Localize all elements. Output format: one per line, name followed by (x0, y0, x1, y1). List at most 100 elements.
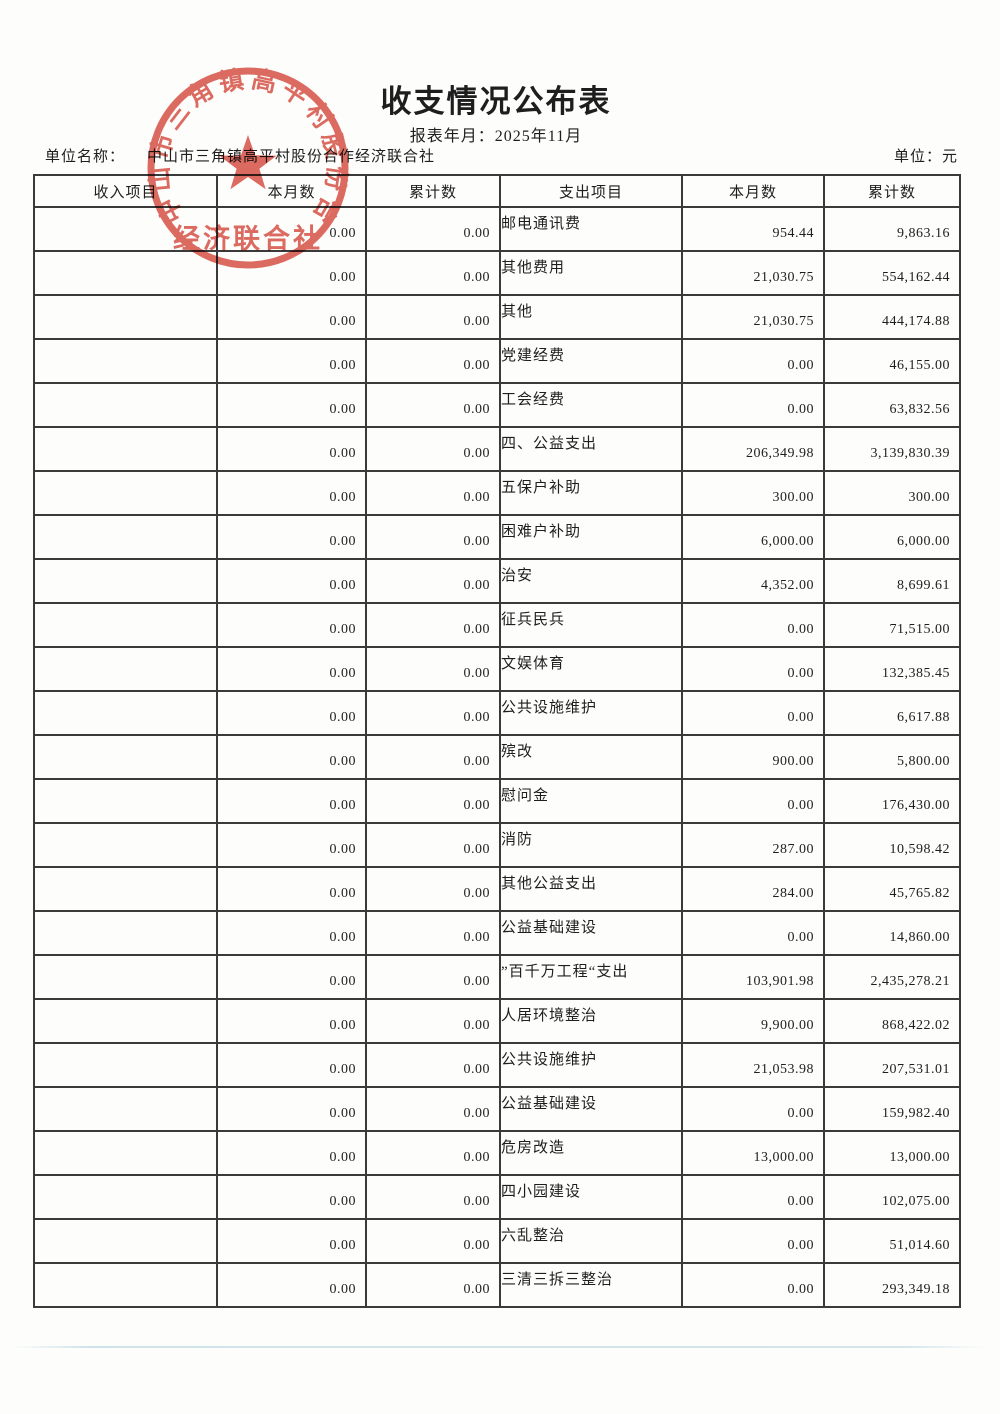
income-item-cell (33, 1130, 218, 1176)
income-month-cell: 0.00 (216, 382, 367, 428)
expense-item-cell: 困难户补助 (499, 514, 683, 560)
expense-month-cell: 21,053.98 (681, 1042, 825, 1088)
income-item-cell (33, 690, 218, 736)
income-item-cell (33, 602, 218, 648)
income-month-cell: 0.00 (216, 338, 367, 384)
expense-item-cell: 党建经费 (499, 338, 683, 384)
expense-month-cell: 0.00 (681, 1086, 825, 1132)
income-item-cell (33, 426, 218, 472)
page-title: 收支情况公布表 (380, 84, 612, 119)
expense-total-cell: 3,139,830.39 (823, 426, 961, 472)
expense-item-cell: 其他 (499, 294, 683, 340)
expense-item-cell: 其他费用 (499, 250, 683, 296)
expense-total-cell: 51,014.60 (823, 1218, 961, 1264)
income-month-cell: 0.00 (216, 470, 367, 516)
income-total-cell: 0.00 (365, 690, 501, 736)
income-month-cell: 0.00 (216, 778, 367, 824)
table-row: 0.00 0.00 文娱体育 0.00 132,385.45 (33, 646, 961, 692)
expense-total-cell: 63,832.56 (823, 382, 961, 428)
income-month-cell: 0.00 (216, 602, 367, 648)
income-item-cell (33, 910, 218, 956)
income-item-cell (33, 646, 218, 692)
expense-total-cell: 71,515.00 (823, 602, 961, 648)
currency-unit-value: 元 (941, 149, 958, 165)
expense-item-cell: 文娱体育 (499, 646, 683, 692)
column-header-income-month: 本月数 (216, 174, 367, 208)
table-row: 0.00 0.00 消防 287.00 10,598.42 (33, 822, 961, 868)
income-total-cell: 0.00 (365, 822, 501, 868)
income-item-cell (33, 250, 218, 296)
income-item-cell (33, 558, 218, 604)
income-total-cell: 0.00 (365, 1086, 501, 1132)
table-row: 0.00 0.00 其他费用 21,030.75 554,162.44 (33, 250, 961, 296)
currency-unit-label: 单位： (893, 149, 942, 165)
expense-item-cell: 公共设施维护 (499, 1042, 683, 1088)
expense-month-cell: 954.44 (681, 206, 825, 252)
expense-item-cell: 人居环境整治 (499, 998, 683, 1044)
expense-total-cell: 10,598.42 (823, 822, 961, 868)
expense-item-cell: 工会经费 (499, 382, 683, 428)
expense-item-cell: ”百千万工程“支出 (499, 954, 683, 1000)
income-item-cell (33, 1174, 218, 1220)
income-total-cell: 0.00 (365, 1262, 501, 1308)
expense-item-cell: 治安 (499, 558, 683, 604)
income-total-cell: 0.00 (365, 1218, 501, 1264)
income-month-cell: 0.00 (216, 514, 367, 560)
table-row: 0.00 0.00 征兵民兵 0.00 71,515.00 (33, 602, 961, 648)
table-row: 0.00 0.00 公共设施维护 0.00 6,617.88 (33, 690, 961, 736)
income-total-cell: 0.00 (365, 338, 501, 384)
table-row: 0.00 0.00 三清三拆三整治 0.00 293,349.18 (33, 1262, 961, 1308)
expense-item-cell: 危房改造 (499, 1130, 683, 1176)
income-total-cell: 0.00 (365, 558, 501, 604)
income-month-cell: 0.00 (216, 910, 367, 956)
income-item-cell (33, 338, 218, 384)
income-total-cell: 0.00 (365, 646, 501, 692)
income-expense-table: 收入项目 本月数 累计数 支出项目 本月数 累计数 0.00 0.00 邮电通讯… (33, 174, 961, 1308)
column-header-expense-item: 支出项目 (499, 174, 683, 208)
expense-total-cell: 444,174.88 (823, 294, 961, 340)
income-item-cell (33, 866, 218, 912)
income-month-cell: 0.00 (216, 998, 367, 1044)
income-total-cell: 0.00 (365, 1130, 501, 1176)
expense-item-cell: 慰问金 (499, 778, 683, 824)
currency-unit: 单位：元 (894, 145, 958, 166)
table-row: 0.00 0.00 慰问金 0.00 176,430.00 (33, 778, 961, 824)
report-period-value: 2025年11月 (494, 128, 583, 145)
expense-month-cell: 287.00 (681, 822, 825, 868)
table-row: 0.00 0.00 六乱整治 0.00 51,014.60 (33, 1218, 961, 1264)
expense-total-cell: 554,162.44 (823, 250, 961, 296)
income-month-cell: 0.00 (216, 1218, 367, 1264)
column-header-expense-month: 本月数 (681, 174, 825, 208)
expense-month-cell: 900.00 (681, 734, 825, 780)
expense-item-cell: 消防 (499, 822, 683, 868)
income-month-cell: 0.00 (216, 1130, 367, 1176)
unit-row: 单位名称： 中山市三角镇高平村股份合作经济联合社 单位：元 (45, 145, 958, 166)
expense-total-cell: 207,531.01 (823, 1042, 961, 1088)
income-item-cell (33, 294, 218, 340)
expense-total-cell: 13,000.00 (823, 1130, 961, 1176)
table-row: 0.00 0.00 公益基础建设 0.00 159,982.40 (33, 1086, 961, 1132)
header-row: 收入项目 本月数 累计数 支出项目 本月数 累计数 (33, 174, 961, 208)
expense-month-cell: 0.00 (681, 1218, 825, 1264)
table-row: 0.00 0.00 其他 21,030.75 444,174.88 (33, 294, 961, 340)
expense-month-cell: 0.00 (681, 646, 825, 692)
unit-name-label: 单位名称： (45, 149, 126, 165)
income-total-cell: 0.00 (365, 382, 501, 428)
expense-month-cell: 0.00 (681, 602, 825, 648)
expense-total-cell: 300.00 (823, 470, 961, 516)
table-row: 0.00 0.00 困难户补助 6,000.00 6,000.00 (33, 514, 961, 560)
column-header-expense-total: 累计数 (823, 174, 961, 208)
expense-month-cell: 13,000.00 (681, 1130, 825, 1176)
expense-total-cell: 6,000.00 (823, 514, 961, 560)
income-month-cell: 0.00 (216, 206, 367, 252)
expense-month-cell: 0.00 (681, 338, 825, 384)
income-month-cell: 0.00 (216, 1174, 367, 1220)
income-total-cell: 0.00 (365, 426, 501, 472)
income-total-cell: 0.00 (365, 1042, 501, 1088)
income-total-cell: 0.00 (365, 998, 501, 1044)
income-month-cell: 0.00 (216, 734, 367, 780)
expense-month-cell: 21,030.75 (681, 294, 825, 340)
income-item-cell (33, 1086, 218, 1132)
expense-month-cell: 9,900.00 (681, 998, 825, 1044)
expense-item-cell: 六乱整治 (499, 1218, 683, 1264)
